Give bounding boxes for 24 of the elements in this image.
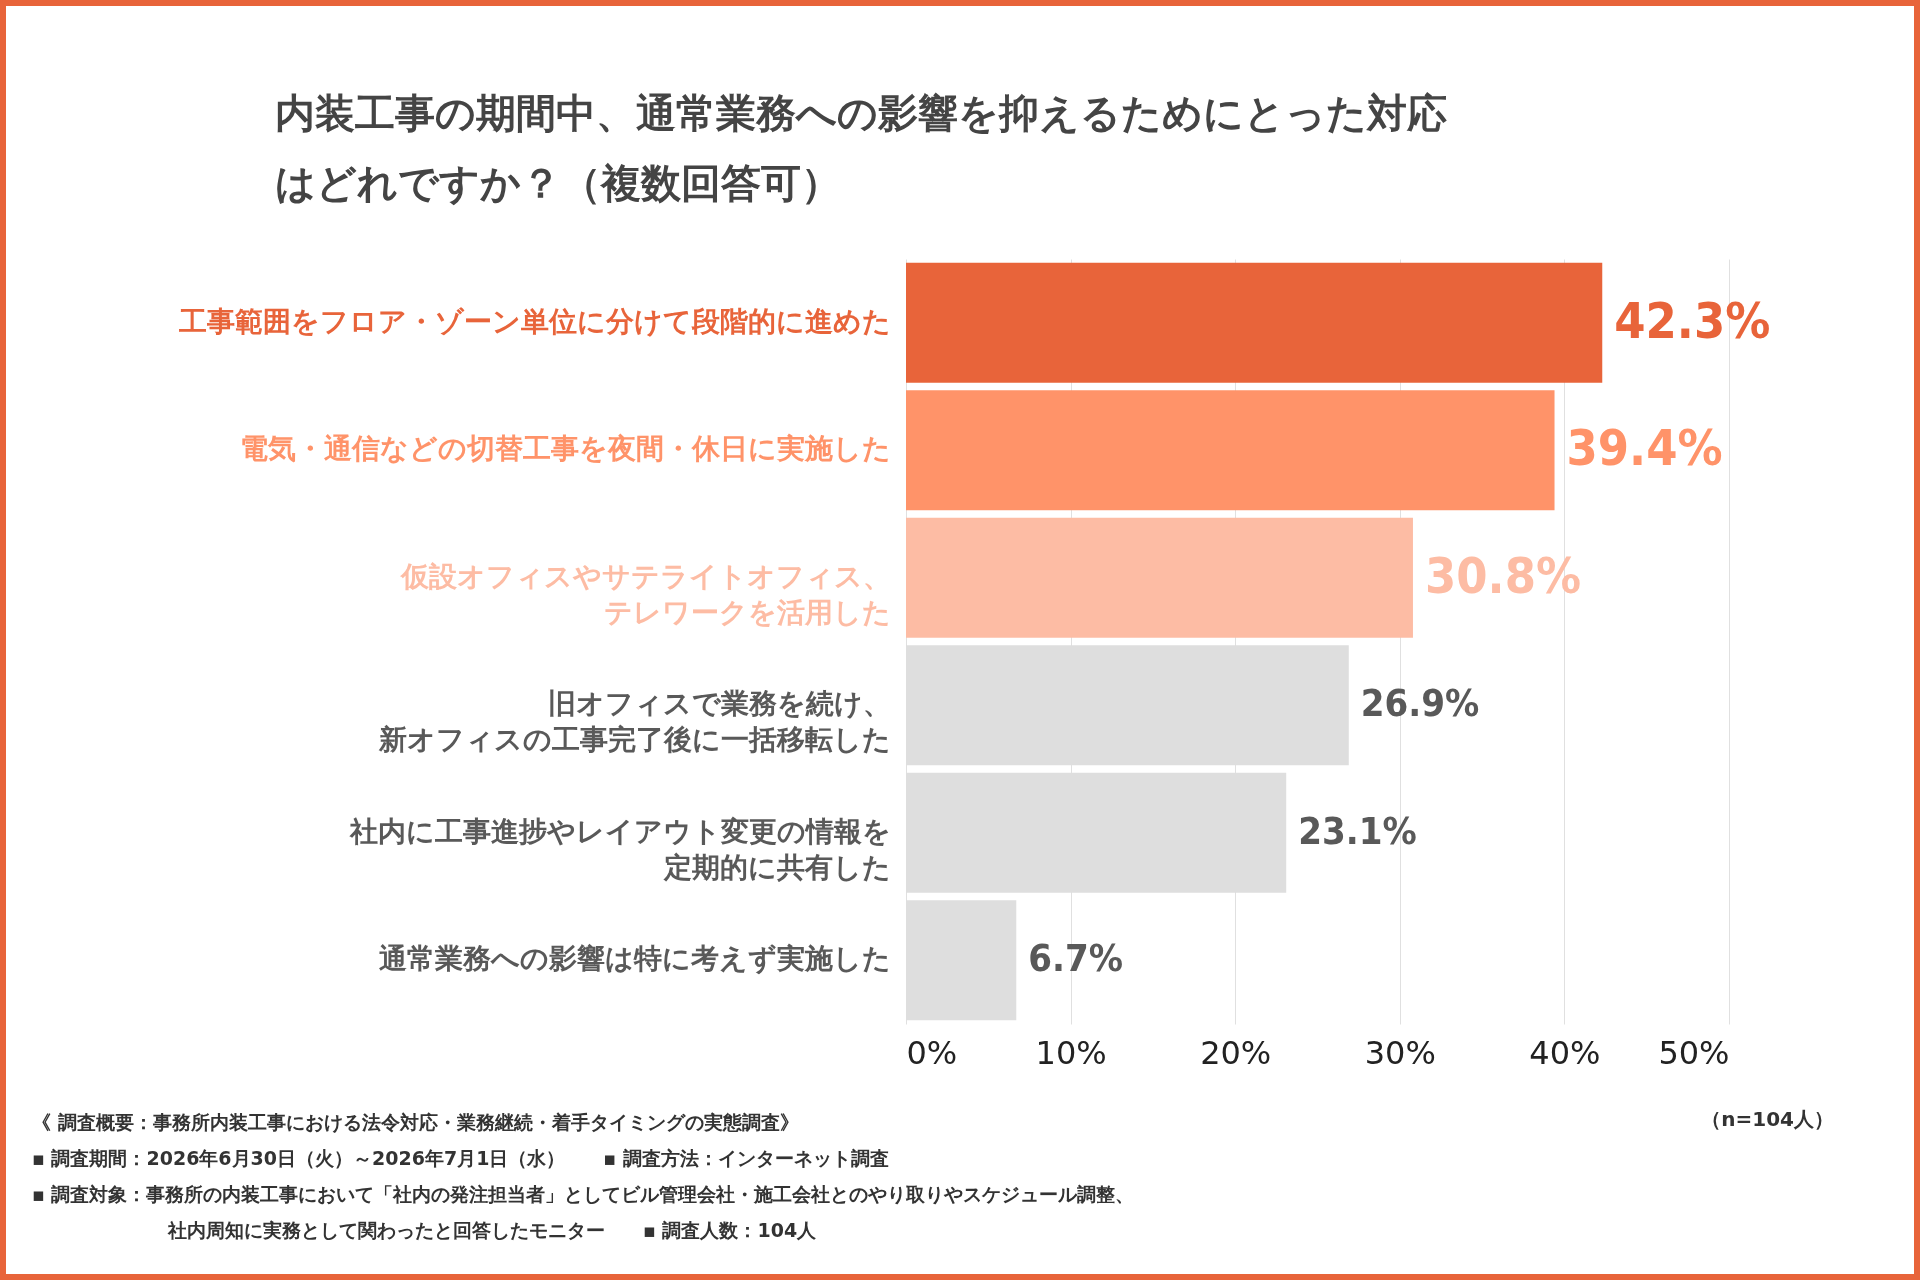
y-tick-label: 社内に工事進捗やレイアウト変更の情報を定期的に共有した bbox=[348, 814, 891, 884]
y-tick-label: 電気・通信などの切替工事を夜間・休日に実施した bbox=[239, 432, 891, 466]
data-label: 39.4% bbox=[1566, 419, 1723, 478]
x-tick-label: 50% bbox=[1658, 1033, 1730, 1072]
y-tick-label: 仮設オフィスやサテライトオフィス、テレワークを活用した bbox=[398, 559, 891, 629]
text: ▪ 調査対象：事務所の内装工事において「社内の発注担当者」としてビル管理会社・施工会社とのやり取りやスケジュール調整、 bbox=[32, 1182, 1135, 1207]
data-label: 23.1% bbox=[1298, 808, 1417, 853]
chart-title: 内装工事の期間中、通常業務への影響を抑えるためにとった対応はどれですか？（複数回答可） bbox=[275, 90, 1447, 206]
text: 《 調査概要：事務所内装工事における法令対応・業務継続・着手タイミングの実態調査》 bbox=[32, 1110, 800, 1135]
x-tick-label: 0% bbox=[906, 1033, 958, 1072]
data-label: 30.8% bbox=[1424, 546, 1582, 605]
text: ▪ 調査期間：2026年6月30日（火）～2026年7月1日（水） ▪ 調査方法：インターネット調査 bbox=[32, 1146, 890, 1171]
x-tick-label: 10% bbox=[1035, 1033, 1107, 1072]
x-tick-label: 40% bbox=[1529, 1033, 1601, 1072]
text: 社内周知に実務として関わったと回答したモニター ▪ 調査人数：104人 bbox=[166, 1218, 818, 1243]
data-label: 26.9% bbox=[1360, 681, 1480, 726]
y-tick-label: 旧オフィスで業務を続け、新オフィスの工事完了後に一括移転した bbox=[377, 687, 891, 757]
data-label: 42.3% bbox=[1614, 291, 1771, 350]
x-tick-label: 30% bbox=[1364, 1033, 1436, 1072]
y-tick-label: 通常業務への影響は特に考えず実施した bbox=[378, 942, 891, 976]
x-tick-label: 20% bbox=[1200, 1033, 1272, 1072]
text: （n=104人） bbox=[1701, 1106, 1834, 1133]
data-label: 6.7% bbox=[1028, 936, 1124, 981]
y-tick-label: 工事範囲をフロア・ゾーン単位に分けて段階的に進めた bbox=[177, 304, 891, 338]
